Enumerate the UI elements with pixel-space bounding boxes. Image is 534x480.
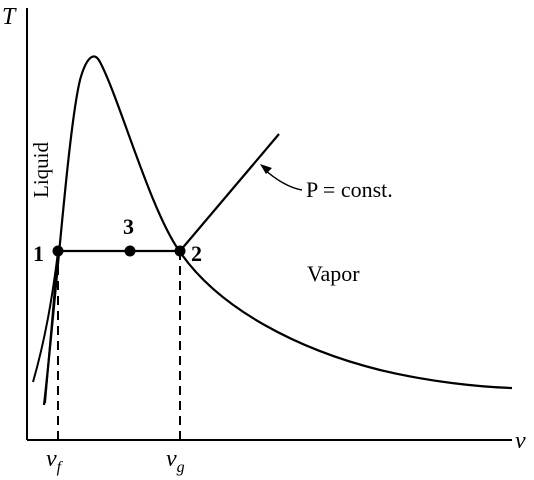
isobar-pointer-line — [263, 168, 303, 191]
isobar-superheated-line — [179, 133, 280, 252]
point-3-label: 3 — [123, 214, 134, 239]
vf-tick-base: v — [46, 446, 57, 472]
state-point-1 — [52, 245, 64, 257]
point-1-label: 1 — [33, 241, 44, 266]
state-point-3 — [124, 245, 136, 257]
saturation-dome — [42, 55, 513, 406]
compressed-liquid-line-b — [44, 251, 59, 404]
compressed-liquid-line-a — [32, 251, 59, 383]
vapor-region-label: Vapor — [307, 261, 360, 286]
vf-tick-label: vf — [46, 446, 64, 476]
point-2-label: 2 — [191, 241, 202, 266]
isobar-pointer-arrowhead — [260, 164, 272, 174]
x-axis-label: v — [515, 428, 526, 454]
y-axis-label: T — [2, 4, 17, 30]
vg-tick-base: v — [166, 446, 177, 472]
state-point-2 — [174, 245, 186, 257]
vf-tick-sub: f — [57, 459, 64, 476]
liquid-region-label: Liquid — [29, 142, 53, 198]
isobar-label: P = const. — [306, 177, 393, 202]
vg-tick-sub: g — [177, 459, 185, 476]
vg-tick-label: vg — [166, 446, 185, 476]
